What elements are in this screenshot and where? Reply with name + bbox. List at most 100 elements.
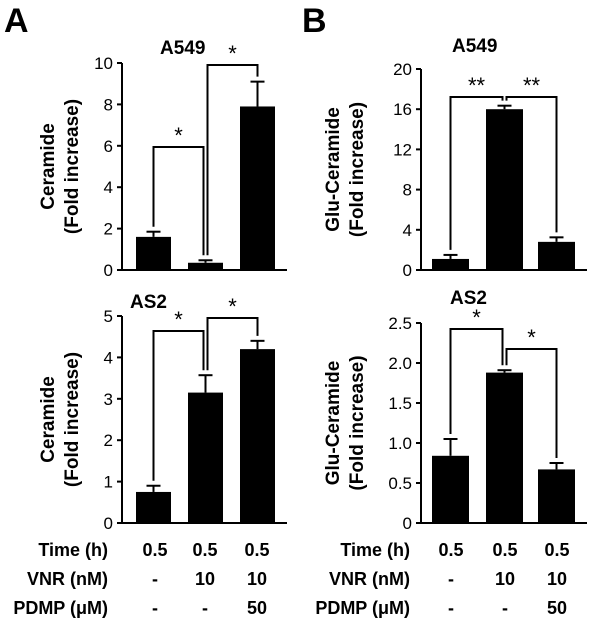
table-cell: 10 [495, 569, 515, 589]
significance-label: * [174, 307, 183, 332]
table-row-label: VNR (nM) [27, 569, 108, 589]
y-tick-label: 16 [393, 100, 412, 119]
table-cell: 0.5 [544, 540, 569, 560]
y-tick-label: 2 [104, 220, 113, 239]
bar [188, 262, 223, 270]
table-cell: - [448, 598, 454, 618]
table-cell: - [448, 569, 454, 589]
y-tick-label: 0 [403, 261, 412, 280]
bar [432, 258, 469, 270]
bar [188, 392, 223, 523]
y-tick-label: 20 [393, 60, 412, 79]
y-axis-label-line: Glu-Ceramide [323, 361, 344, 486]
significance-bracket [152, 330, 205, 481]
significance-label: * [174, 123, 183, 148]
bar [486, 372, 523, 523]
table-cell: - [152, 598, 158, 618]
y-axis-label: Glu-Ceramide (Fold increase) [323, 102, 368, 237]
table-cell: 0.5 [492, 540, 517, 560]
y-tick-label: 1 [104, 473, 113, 492]
chart-title: A549 [160, 38, 205, 59]
bar [486, 109, 523, 270]
table-row-label: Time (h) [38, 540, 108, 560]
chart-2: A549 0 4 8 12 16 20 Glu-Ceramide (Fold increase)… [323, 36, 587, 280]
table-cell: 10 [547, 569, 567, 589]
conditions-table: Time (h) Time (h) 0.5 0.5 0.5 0.5 0.5 0.5 VNR (n… [13, 540, 569, 618]
significance-bracket [449, 96, 504, 250]
significance-bracket [505, 96, 558, 233]
y-tick-label: 8 [104, 95, 113, 114]
significance-label: * [228, 294, 237, 319]
y-axis-label-line: Ceramide [38, 123, 59, 210]
table-cell: 10 [247, 569, 267, 589]
table-cell: 10 [195, 569, 215, 589]
table-cell: 50 [247, 598, 267, 618]
bar [136, 236, 171, 270]
y-tick-label: 4 [104, 178, 113, 197]
panel-label-a: A [4, 2, 29, 40]
y-tick-label: 0 [104, 261, 113, 280]
bar [432, 455, 469, 523]
y-axis-label-line: (Fold increase) [347, 355, 368, 490]
y-tick-label: 0 [104, 514, 113, 533]
table-cell: 0.5 [142, 540, 167, 560]
significance-label: ** [523, 73, 541, 98]
y-axis-label-line: (Fold increase) [62, 352, 83, 487]
chart-3: AS2 0 1 2 3 4 5 Ceramide (Fold increase) * * [38, 292, 287, 533]
y-axis-label-line: Ceramide [38, 376, 59, 463]
table-row-label: Time (h) [340, 540, 410, 560]
significance-bracket [206, 317, 259, 371]
table-row-label: PDMP (μM) [315, 598, 410, 618]
y-axis-label-line: (Fold increase) [347, 102, 368, 237]
y-axis-label-line: (Fold increase) [62, 99, 83, 234]
bar [538, 469, 575, 523]
chart-1: A549 0 2 4 6 8 10 Ceramide (Fold increase) * * [38, 38, 287, 280]
table-cell: - [202, 598, 208, 618]
table-row-label: VNR (nM) [329, 569, 410, 589]
y-tick-label: 1.0 [388, 434, 412, 453]
y-tick-label: 8 [403, 181, 412, 200]
significance-label: * [527, 325, 536, 350]
y-tick-label: 10 [94, 54, 113, 73]
table-cell: 0.5 [438, 540, 463, 560]
table-cell: 0.5 [192, 540, 217, 560]
y-axis-label: Ceramide (Fold increase) [38, 352, 83, 487]
y-tick-label: 1.5 [388, 394, 412, 413]
significance-bracket [152, 146, 205, 256]
y-tick-label: 5 [104, 307, 113, 326]
chart-title: AS2 [130, 292, 167, 313]
bar [240, 349, 275, 523]
y-tick-label: 0 [403, 514, 412, 533]
table-cell: 50 [547, 598, 567, 618]
significance-bracket [505, 348, 558, 458]
chart-title: A549 [452, 36, 497, 57]
y-tick-label: 0.5 [388, 474, 412, 493]
significance-bracket [206, 64, 259, 256]
table-row-label: PDMP (μM) [13, 598, 108, 618]
y-tick-label: 2 [104, 431, 113, 450]
y-axis-label: Glu-Ceramide (Fold increase) [323, 355, 368, 490]
panel-label-b: B [302, 2, 327, 40]
y-tick-label: 3 [104, 390, 113, 409]
bar [538, 241, 575, 270]
chart-4: AS2 0 0.5 1.0 1.5 2.0 2.5 Glu-Ceramide (Fold inc… [323, 288, 587, 533]
chart-title: AS2 [450, 288, 487, 309]
y-axis-label: Ceramide (Fold increase) [38, 99, 83, 234]
y-tick-label: 2.0 [388, 354, 412, 373]
table-cell: 0.5 [244, 540, 269, 560]
y-tick-label: 4 [403, 221, 412, 240]
y-tick-label: 6 [104, 137, 113, 156]
y-axis-label-line: Glu-Ceramide [323, 107, 344, 232]
y-tick-label: 12 [393, 140, 412, 159]
bar [136, 491, 171, 523]
significance-bracket [449, 328, 504, 434]
y-tick-label: 4 [104, 348, 113, 367]
significance-label: * [472, 305, 481, 330]
significance-label: ** [468, 73, 486, 98]
table-cell: - [502, 598, 508, 618]
significance-label: * [228, 41, 237, 66]
table-cell: - [152, 569, 158, 589]
bar [240, 106, 275, 270]
